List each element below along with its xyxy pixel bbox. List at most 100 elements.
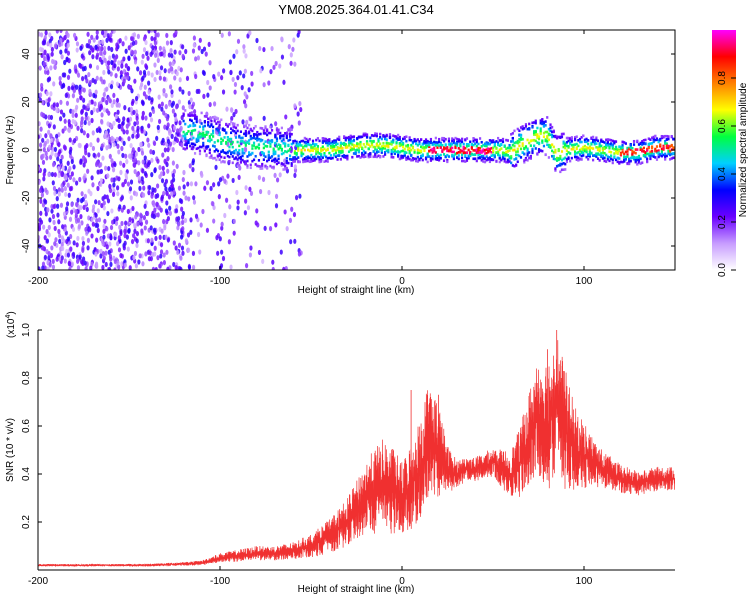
spectrogram-cell xyxy=(285,161,288,165)
spectrogram-cell xyxy=(172,140,176,146)
spectrogram-cell xyxy=(500,147,503,150)
spectrogram-cell xyxy=(477,156,480,160)
spectrogram-cell xyxy=(228,159,231,163)
spectrogram-cell xyxy=(344,146,347,149)
spectrogram-cell xyxy=(235,189,239,196)
spectrogram-cell xyxy=(66,42,70,48)
spectrogram-cell xyxy=(86,168,90,174)
spectrogram-cell xyxy=(184,122,187,126)
spectrogram-cell xyxy=(154,193,158,200)
spectrogram-cell xyxy=(513,129,516,133)
spectrogram-cell xyxy=(398,138,401,141)
spectrogram-cell xyxy=(614,158,618,162)
spectrogram-cell xyxy=(518,134,521,137)
spectrogram-cell xyxy=(184,48,188,55)
spectrogram-cell xyxy=(223,128,226,132)
spectrogram-cell xyxy=(528,122,531,126)
spectrogram-cell xyxy=(213,115,216,119)
spectrogram-cell xyxy=(290,164,293,167)
spectrogram-cell xyxy=(516,147,519,151)
spectrogram-cell xyxy=(274,60,278,67)
spectrogram-cell xyxy=(92,92,96,99)
spectrogram-cell xyxy=(243,141,246,144)
spectrogram-cell xyxy=(291,46,295,52)
spectrogram-cell xyxy=(75,242,79,248)
spectrogram-cell xyxy=(551,133,554,137)
spectrogram-cell xyxy=(293,156,297,159)
spectrogram-cell xyxy=(361,154,364,158)
spectrogram-cell xyxy=(590,136,593,140)
spectrogram-cell xyxy=(483,152,487,155)
spectrogram-cell xyxy=(544,124,547,127)
spectrogram-cell xyxy=(86,132,90,139)
spectrogram-cell xyxy=(285,225,289,232)
spectrogram-cell xyxy=(582,151,585,154)
spectrogram-cell xyxy=(223,178,227,184)
spectrogram-cell xyxy=(41,202,46,208)
colorbar-ticks: 0.00.20.40.60.8 xyxy=(717,71,736,277)
spectrogram-cell xyxy=(72,32,77,38)
spectrogram-cell xyxy=(216,120,220,124)
spectrogram-cell xyxy=(395,146,398,150)
spectrogram-cell xyxy=(78,89,82,96)
spectrogram-cell xyxy=(533,138,536,142)
spectrogram-cell xyxy=(667,137,670,141)
spectrogram-cell xyxy=(297,143,300,146)
spectrogram-cell xyxy=(250,70,254,77)
spectrogram-cell xyxy=(254,125,257,128)
spectrogram-cell xyxy=(393,135,397,138)
spectrogram-cell xyxy=(150,172,154,178)
spectrogram-cell xyxy=(334,140,338,144)
spectrogram-cell xyxy=(626,150,629,153)
spectrogram-cell xyxy=(413,138,416,142)
spectrogram-cell xyxy=(421,143,424,146)
spectrogram-cell xyxy=(110,46,114,53)
spectrogram-cell xyxy=(108,241,112,247)
spectrogram-cell xyxy=(501,151,505,155)
spectrogram-cell xyxy=(274,135,277,139)
spectrogram-cell xyxy=(236,161,239,165)
spectrogram-cell xyxy=(229,264,233,270)
spectrogram-cell xyxy=(320,147,323,150)
spectrogram-cell xyxy=(377,150,380,153)
spectrogram-cell xyxy=(382,141,385,145)
spectrogram-cell xyxy=(313,147,316,150)
spectrogram-cell xyxy=(94,161,99,168)
spectrogram-cell xyxy=(112,120,116,126)
spectrogram-cell xyxy=(44,211,48,217)
spectrogram-cell xyxy=(79,45,83,51)
spectrogram-cell xyxy=(244,144,247,147)
spectrogram-cell xyxy=(492,153,495,157)
spectrogram-cell xyxy=(329,146,333,150)
spectrogram-cell xyxy=(451,150,454,154)
spectrogram-cell xyxy=(261,151,264,154)
spectrogram-cell xyxy=(508,157,511,160)
spectrogram-cell xyxy=(99,103,103,109)
spectrogram-cell xyxy=(161,152,165,158)
spectrogram-cell xyxy=(43,140,47,147)
spectrogram-cell xyxy=(107,60,111,66)
spectrogram-cell xyxy=(223,136,226,139)
spectrogram-cell xyxy=(107,96,111,102)
spectrogram-cell xyxy=(521,144,524,148)
spectrogram-cell xyxy=(508,146,511,149)
spectrogram-cell xyxy=(518,154,521,158)
spectrogram-cell xyxy=(420,138,423,141)
spectrogram-cell xyxy=(428,140,431,144)
spectrogram-cell xyxy=(150,193,154,199)
spectrogram-cell xyxy=(339,145,342,148)
spectrogram-cell xyxy=(47,232,51,238)
spectrogram-cell xyxy=(103,133,107,139)
spectrogram-cell xyxy=(451,146,454,150)
spectrogram-cell xyxy=(526,127,529,131)
spectrogram-cell xyxy=(593,139,596,143)
spectrogram-cell xyxy=(329,141,333,145)
spectrogram-cell xyxy=(91,54,95,60)
spectrogram-cell xyxy=(650,142,654,145)
spectrogram-cell xyxy=(406,156,410,159)
spectrogram-cell xyxy=(284,165,287,168)
spectrogram-cell xyxy=(400,143,403,147)
spectrogram-cell xyxy=(181,210,185,217)
spectrogram-cell xyxy=(279,249,283,255)
spectrogram-cell xyxy=(564,143,567,147)
